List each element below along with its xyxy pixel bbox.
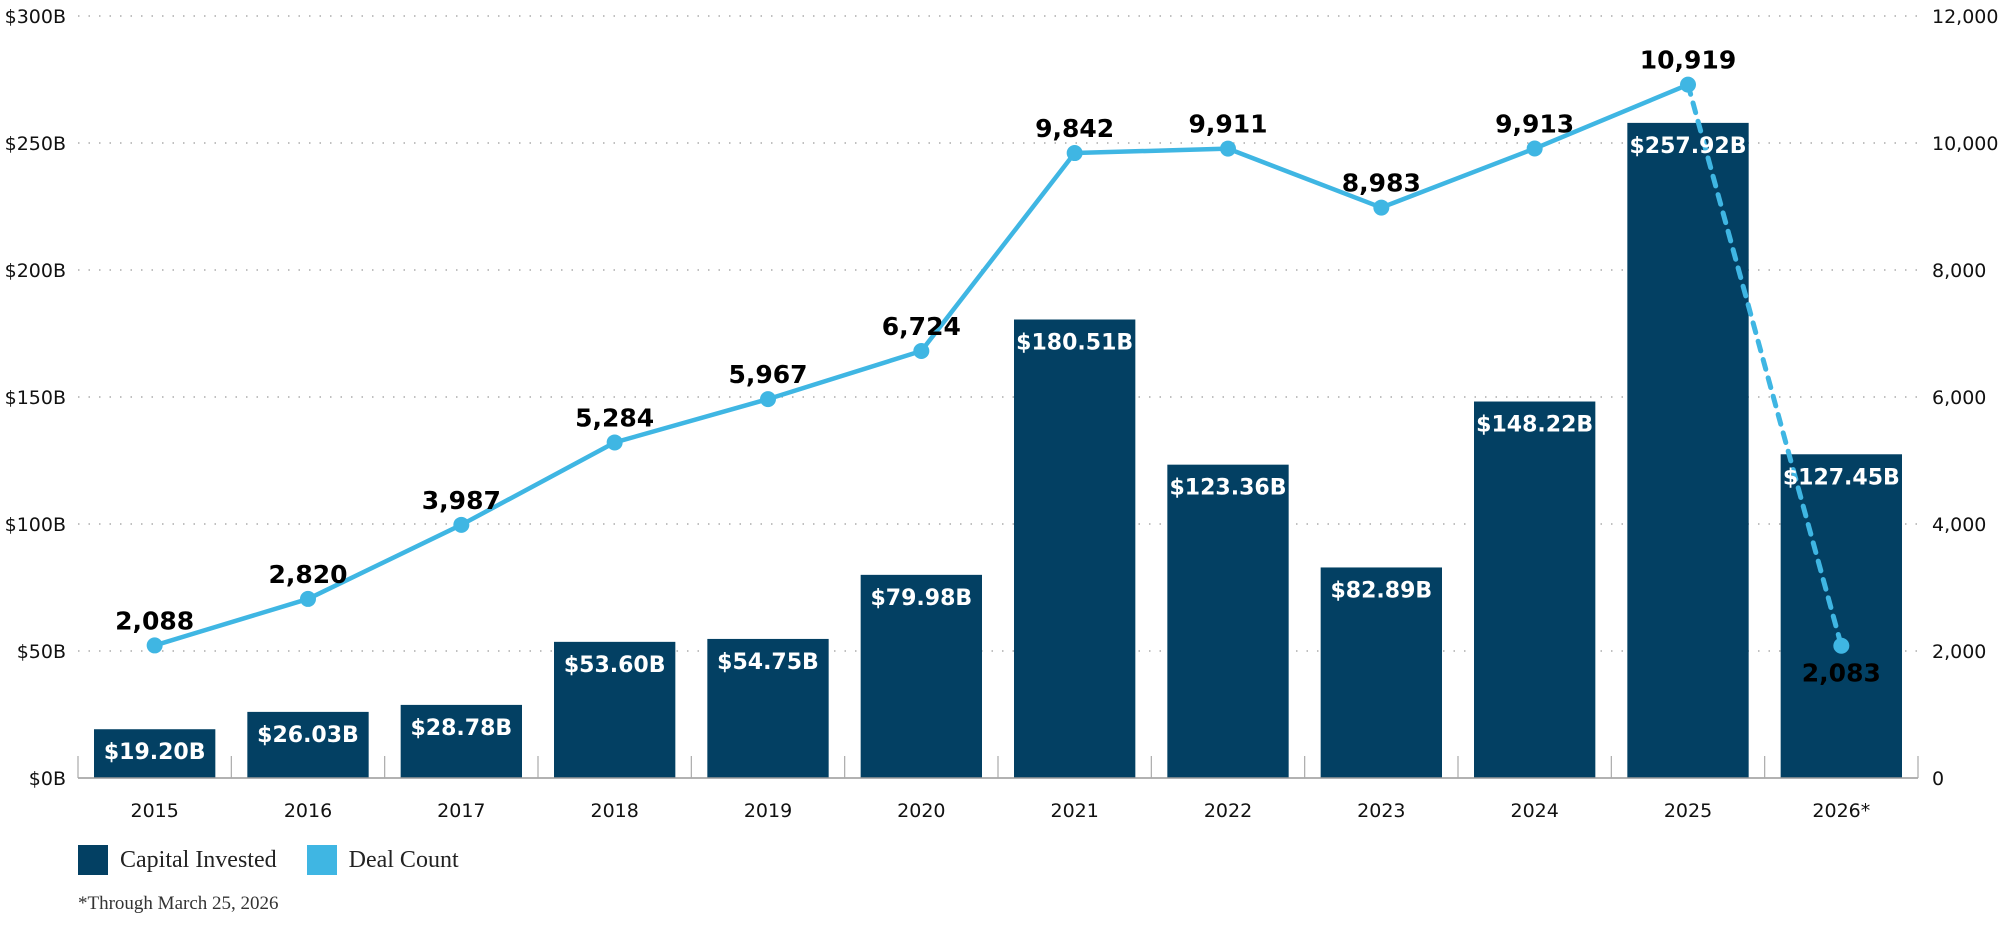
left-tick-label: $0B bbox=[29, 768, 66, 790]
deal-count-point bbox=[453, 516, 470, 533]
legend-swatch-capital-invested bbox=[78, 845, 108, 875]
deal-count-point bbox=[146, 637, 163, 654]
deal-count-point bbox=[1373, 199, 1390, 216]
deal-count-label: 3,987 bbox=[422, 486, 501, 515]
left-tick-label: $300B bbox=[5, 6, 66, 28]
bar-value-label: $53.60B bbox=[564, 653, 666, 678]
x-tick-label: 2015 bbox=[130, 800, 178, 822]
deal-count-point bbox=[1526, 140, 1543, 157]
gridlines bbox=[78, 15, 1918, 652]
x-tick-label: 2025 bbox=[1664, 800, 1712, 822]
legend: Capital Invested Deal Count bbox=[78, 845, 489, 875]
deal-count-label: 2,088 bbox=[115, 606, 194, 635]
bar bbox=[247, 711, 369, 778]
deal-count-dashed-line bbox=[1685, 82, 1844, 649]
right-tick-label: 4,000 bbox=[1932, 514, 1986, 536]
left-tick-label: $100B bbox=[5, 514, 66, 536]
x-tick-label: 2019 bbox=[744, 800, 792, 822]
bar bbox=[94, 729, 216, 778]
bar bbox=[1627, 122, 1749, 779]
deal-count-label: 2,820 bbox=[268, 560, 347, 589]
x-tick-label: 2022 bbox=[1204, 800, 1252, 822]
legend-item-deal-count: Deal Count bbox=[306, 845, 459, 875]
right-tick-label: 10,000 bbox=[1932, 133, 1998, 155]
deal-count-point bbox=[913, 343, 930, 360]
deal-count-point bbox=[1680, 76, 1696, 93]
bar bbox=[1474, 401, 1596, 778]
right-tick-label: 2,000 bbox=[1932, 641, 1986, 663]
deal-count-point bbox=[1066, 145, 1083, 162]
x-tick-label: 2026* bbox=[1812, 800, 1870, 822]
bar bbox=[707, 638, 829, 778]
deal-count-point bbox=[300, 590, 316, 607]
chart: $0B $50B $100B $150B $200B $250B $300B 0 2,000 4… bbox=[5, 6, 1999, 822]
bar-value-label: $26.03B bbox=[257, 723, 359, 748]
deal-count-point bbox=[760, 391, 776, 408]
left-tick-label: $200B bbox=[5, 260, 66, 282]
x-tick-label: 2016 bbox=[284, 800, 332, 822]
deal-count-label: 5,967 bbox=[728, 360, 807, 389]
x-tick-label: 2023 bbox=[1357, 800, 1405, 822]
bar bbox=[1167, 464, 1289, 778]
bar-value-label: $123.36B bbox=[1170, 476, 1287, 501]
left-axis: $0B $50B $100B $150B $200B $250B $300B bbox=[5, 6, 66, 790]
bar-labels: $19.20B $26.03B $28.78B $53.60B $54.75B $79.9… bbox=[104, 134, 1900, 765]
deal-count-label: 8,983 bbox=[1342, 169, 1421, 198]
x-tick-label: 2020 bbox=[897, 800, 945, 822]
deal-count-point bbox=[1220, 140, 1236, 157]
right-tick-label: 12,000 bbox=[1932, 6, 1998, 28]
bars bbox=[94, 122, 1902, 779]
bar-value-label: $127.45B bbox=[1783, 465, 1900, 490]
point-labels: 2,088 2,820 3,987 5,284 5,967 6,724 9,842 9,911… bbox=[115, 46, 1881, 688]
right-tick-label: 8,000 bbox=[1932, 260, 1986, 282]
deal-count-label: 9,842 bbox=[1035, 114, 1114, 143]
x-tick-label: 2024 bbox=[1510, 800, 1558, 822]
bar bbox=[1014, 319, 1136, 778]
deal-count-line bbox=[146, 76, 1850, 654]
bar bbox=[400, 704, 522, 778]
legend-item-capital-invested: Capital Invested bbox=[78, 845, 277, 875]
right-tick-label: 6,000 bbox=[1932, 387, 1986, 409]
bar-value-label: $148.22B bbox=[1476, 413, 1593, 438]
deal-count-solid-line bbox=[154, 82, 1689, 648]
x-tick-label: 2018 bbox=[590, 800, 638, 822]
bar-value-label: $180.51B bbox=[1016, 331, 1133, 356]
bar-value-label: $82.89B bbox=[1330, 578, 1432, 603]
bar-value-label: $19.20B bbox=[104, 740, 206, 765]
left-tick-label: $250B bbox=[5, 133, 66, 155]
legend-label-capital-invested: Capital Invested bbox=[120, 846, 277, 873]
deal-count-point bbox=[606, 434, 623, 451]
bar bbox=[1780, 454, 1902, 778]
bar bbox=[1320, 567, 1442, 778]
legend-label-deal-count: Deal Count bbox=[348, 846, 459, 873]
bar-value-label: $28.78B bbox=[410, 716, 512, 741]
deal-count-label: 5,284 bbox=[575, 403, 654, 432]
left-tick-label: $150B bbox=[5, 387, 66, 409]
x-tick-label: 2017 bbox=[437, 800, 485, 822]
legend-swatch-deal-count bbox=[306, 845, 337, 875]
deal-count-label: 9,911 bbox=[1188, 110, 1267, 139]
deal-count-label: 2,083 bbox=[1802, 659, 1881, 688]
right-axis: 0 2,000 4,000 6,000 8,000 10,000 12,000 bbox=[1932, 6, 1998, 790]
deal-count-label: 9,913 bbox=[1495, 110, 1574, 139]
right-tick-label: 0 bbox=[1932, 768, 1944, 790]
bar bbox=[860, 574, 982, 778]
left-tick-label: $50B bbox=[17, 641, 66, 663]
deal-count-label: 10,919 bbox=[1640, 46, 1736, 75]
bar-value-label: $54.75B bbox=[717, 650, 819, 675]
bar-value-label: $257.92B bbox=[1630, 134, 1747, 159]
x-axis: 2015 2016 2017 2018 2019 2020 2021 2022 2023 2024… bbox=[77, 756, 1919, 822]
deal-count-point bbox=[1833, 637, 1850, 654]
bar bbox=[554, 641, 676, 778]
x-tick-label: 2021 bbox=[1050, 800, 1098, 822]
footnote: *Through March 25, 2026 bbox=[78, 893, 279, 914]
deal-count-label: 6,724 bbox=[882, 312, 961, 341]
bar-value-label: $79.98B bbox=[870, 586, 972, 611]
